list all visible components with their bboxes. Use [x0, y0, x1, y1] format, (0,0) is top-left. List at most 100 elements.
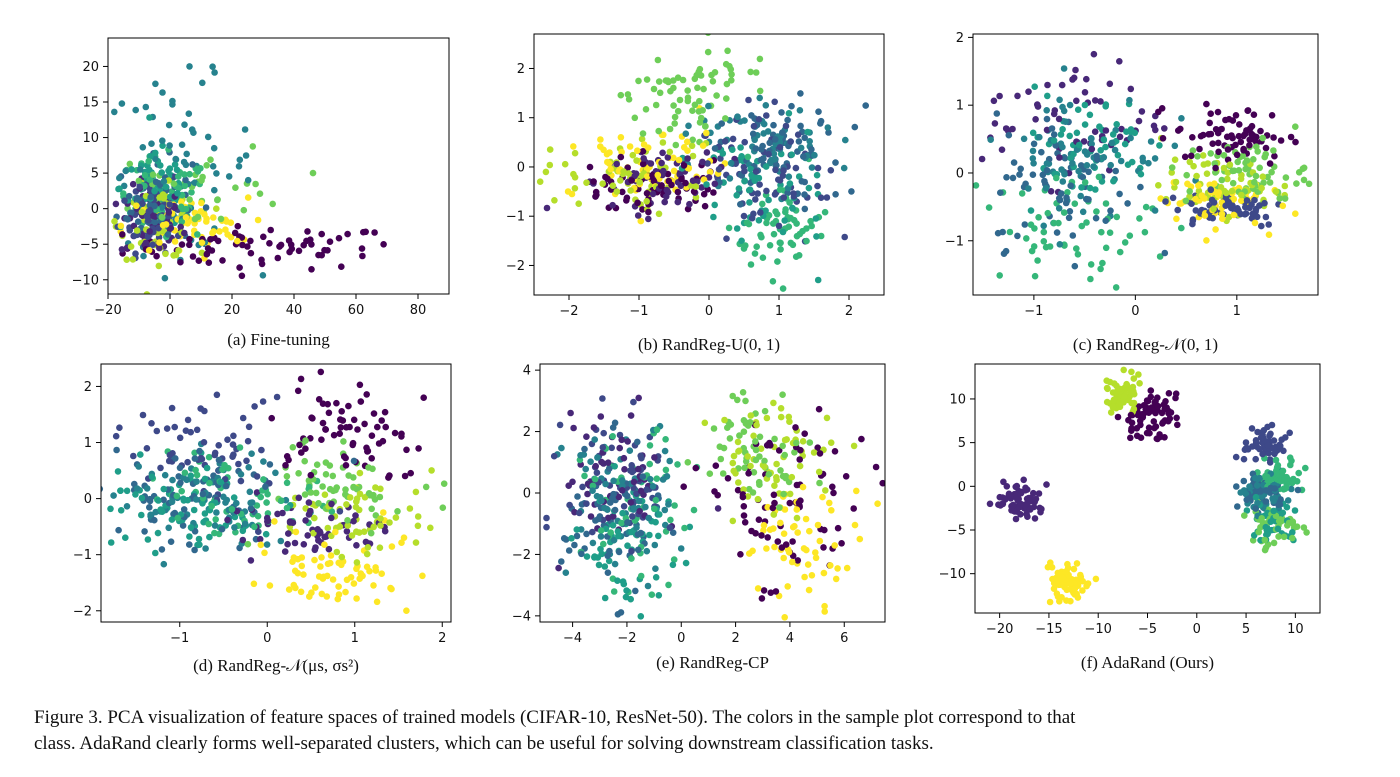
- data-point: [781, 217, 788, 224]
- data-point: [204, 133, 212, 141]
- data-point: [1253, 213, 1261, 221]
- data-point: [782, 122, 790, 130]
- data-point: [1085, 196, 1092, 203]
- data-point: [717, 155, 724, 162]
- data-point: [815, 468, 823, 476]
- data-point: [996, 493, 1004, 501]
- data-point: [1195, 182, 1202, 189]
- data-point: [780, 167, 787, 174]
- data-point: [1248, 425, 1256, 432]
- data-point: [723, 95, 730, 102]
- data-point: [744, 453, 751, 460]
- x-tick-label: −1: [1024, 304, 1043, 319]
- data-point: [244, 176, 252, 184]
- y-tick-label: −10: [939, 567, 966, 582]
- data-point: [274, 254, 282, 262]
- data-point: [209, 163, 217, 170]
- data-point: [1244, 445, 1251, 452]
- data-point: [1186, 158, 1194, 166]
- data-point: [263, 514, 271, 522]
- data-point: [666, 125, 674, 133]
- data-point: [766, 526, 774, 533]
- data-point: [407, 469, 415, 477]
- data-point: [597, 533, 605, 540]
- data-point: [126, 160, 134, 168]
- data-point: [700, 85, 707, 93]
- data-point: [800, 153, 807, 160]
- data-point: [354, 426, 361, 433]
- data-point: [386, 472, 393, 479]
- data-point: [1199, 131, 1207, 139]
- data-point: [793, 232, 801, 240]
- data-point: [248, 450, 255, 458]
- data-point: [637, 529, 645, 537]
- data-point: [282, 462, 289, 469]
- data-point: [643, 486, 650, 494]
- data-point: [1073, 97, 1080, 105]
- data-point: [138, 307, 145, 314]
- data-point: [656, 89, 664, 97]
- data-point: [253, 473, 261, 480]
- data-point: [1253, 482, 1261, 489]
- data-point: [202, 204, 210, 211]
- data-point: [1091, 97, 1099, 104]
- data-point: [761, 457, 768, 465]
- data-point: [675, 156, 683, 164]
- data-point: [577, 452, 584, 459]
- data-point: [611, 463, 618, 470]
- y-tick-label: −1: [73, 548, 92, 563]
- data-point: [1121, 393, 1128, 401]
- data-point: [834, 565, 841, 572]
- x-tick-label: 60: [348, 303, 365, 318]
- data-point: [1208, 196, 1216, 204]
- data-point: [313, 461, 321, 469]
- data-point: [591, 436, 598, 443]
- data-point: [312, 584, 319, 591]
- data-point: [147, 206, 154, 214]
- data-point: [1237, 175, 1245, 183]
- data-point: [1029, 147, 1037, 155]
- data-point: [216, 228, 223, 235]
- data-point: [1009, 174, 1017, 182]
- data-point: [241, 520, 249, 528]
- data-point: [1215, 139, 1222, 147]
- data-point: [215, 456, 223, 464]
- x-tick-label: −15: [1035, 622, 1062, 637]
- data-point: [726, 175, 734, 182]
- data-point: [1220, 152, 1228, 159]
- data-point: [685, 122, 692, 130]
- data-point: [684, 459, 692, 466]
- data-point: [1243, 157, 1251, 164]
- data-point: [779, 285, 787, 292]
- data-point: [419, 572, 426, 580]
- points-group: [543, 389, 885, 621]
- data-point: [1127, 411, 1135, 419]
- data-point: [201, 475, 209, 483]
- data-point: [1053, 229, 1061, 236]
- data-point: [1106, 80, 1114, 88]
- data-point: [1030, 489, 1037, 497]
- data-point: [671, 113, 679, 121]
- data-point: [604, 552, 611, 560]
- data-point: [627, 187, 634, 194]
- data-point: [599, 395, 606, 402]
- data-point: [1243, 496, 1250, 504]
- points-group: [101, 368, 448, 614]
- data-point: [1256, 202, 1263, 209]
- data-point: [565, 482, 572, 490]
- data-point: [1293, 180, 1300, 187]
- data-point: [244, 194, 252, 201]
- data-point: [670, 167, 678, 175]
- data-point: [153, 427, 161, 435]
- data-point: [1246, 204, 1253, 212]
- data-point: [785, 548, 793, 556]
- data-point: [353, 565, 360, 573]
- data-point: [619, 477, 626, 484]
- data-point: [350, 517, 357, 525]
- data-point: [709, 78, 717, 85]
- data-point: [813, 171, 821, 179]
- data-point: [325, 545, 333, 553]
- data-point: [1212, 226, 1219, 233]
- data-point: [987, 136, 994, 143]
- data-point: [359, 252, 366, 260]
